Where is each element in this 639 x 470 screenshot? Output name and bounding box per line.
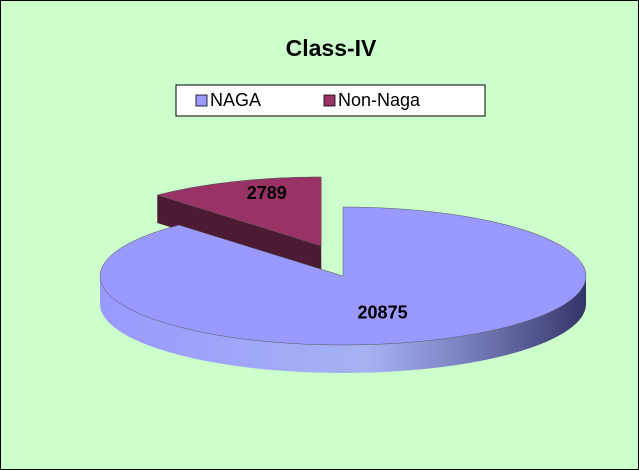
chart-title: Class-IV (286, 35, 377, 61)
legend-swatch (195, 94, 208, 107)
slice-wall (100, 276, 586, 373)
slice (156, 176, 322, 247)
data-label: 20875 (358, 302, 408, 322)
legend-label: Non-Naga (338, 90, 421, 110)
legend-label: NAGA (210, 90, 261, 110)
slice (99, 206, 587, 346)
data-label: 2789 (247, 183, 287, 203)
legend-swatch (323, 94, 336, 107)
slice-side (157, 194, 322, 274)
